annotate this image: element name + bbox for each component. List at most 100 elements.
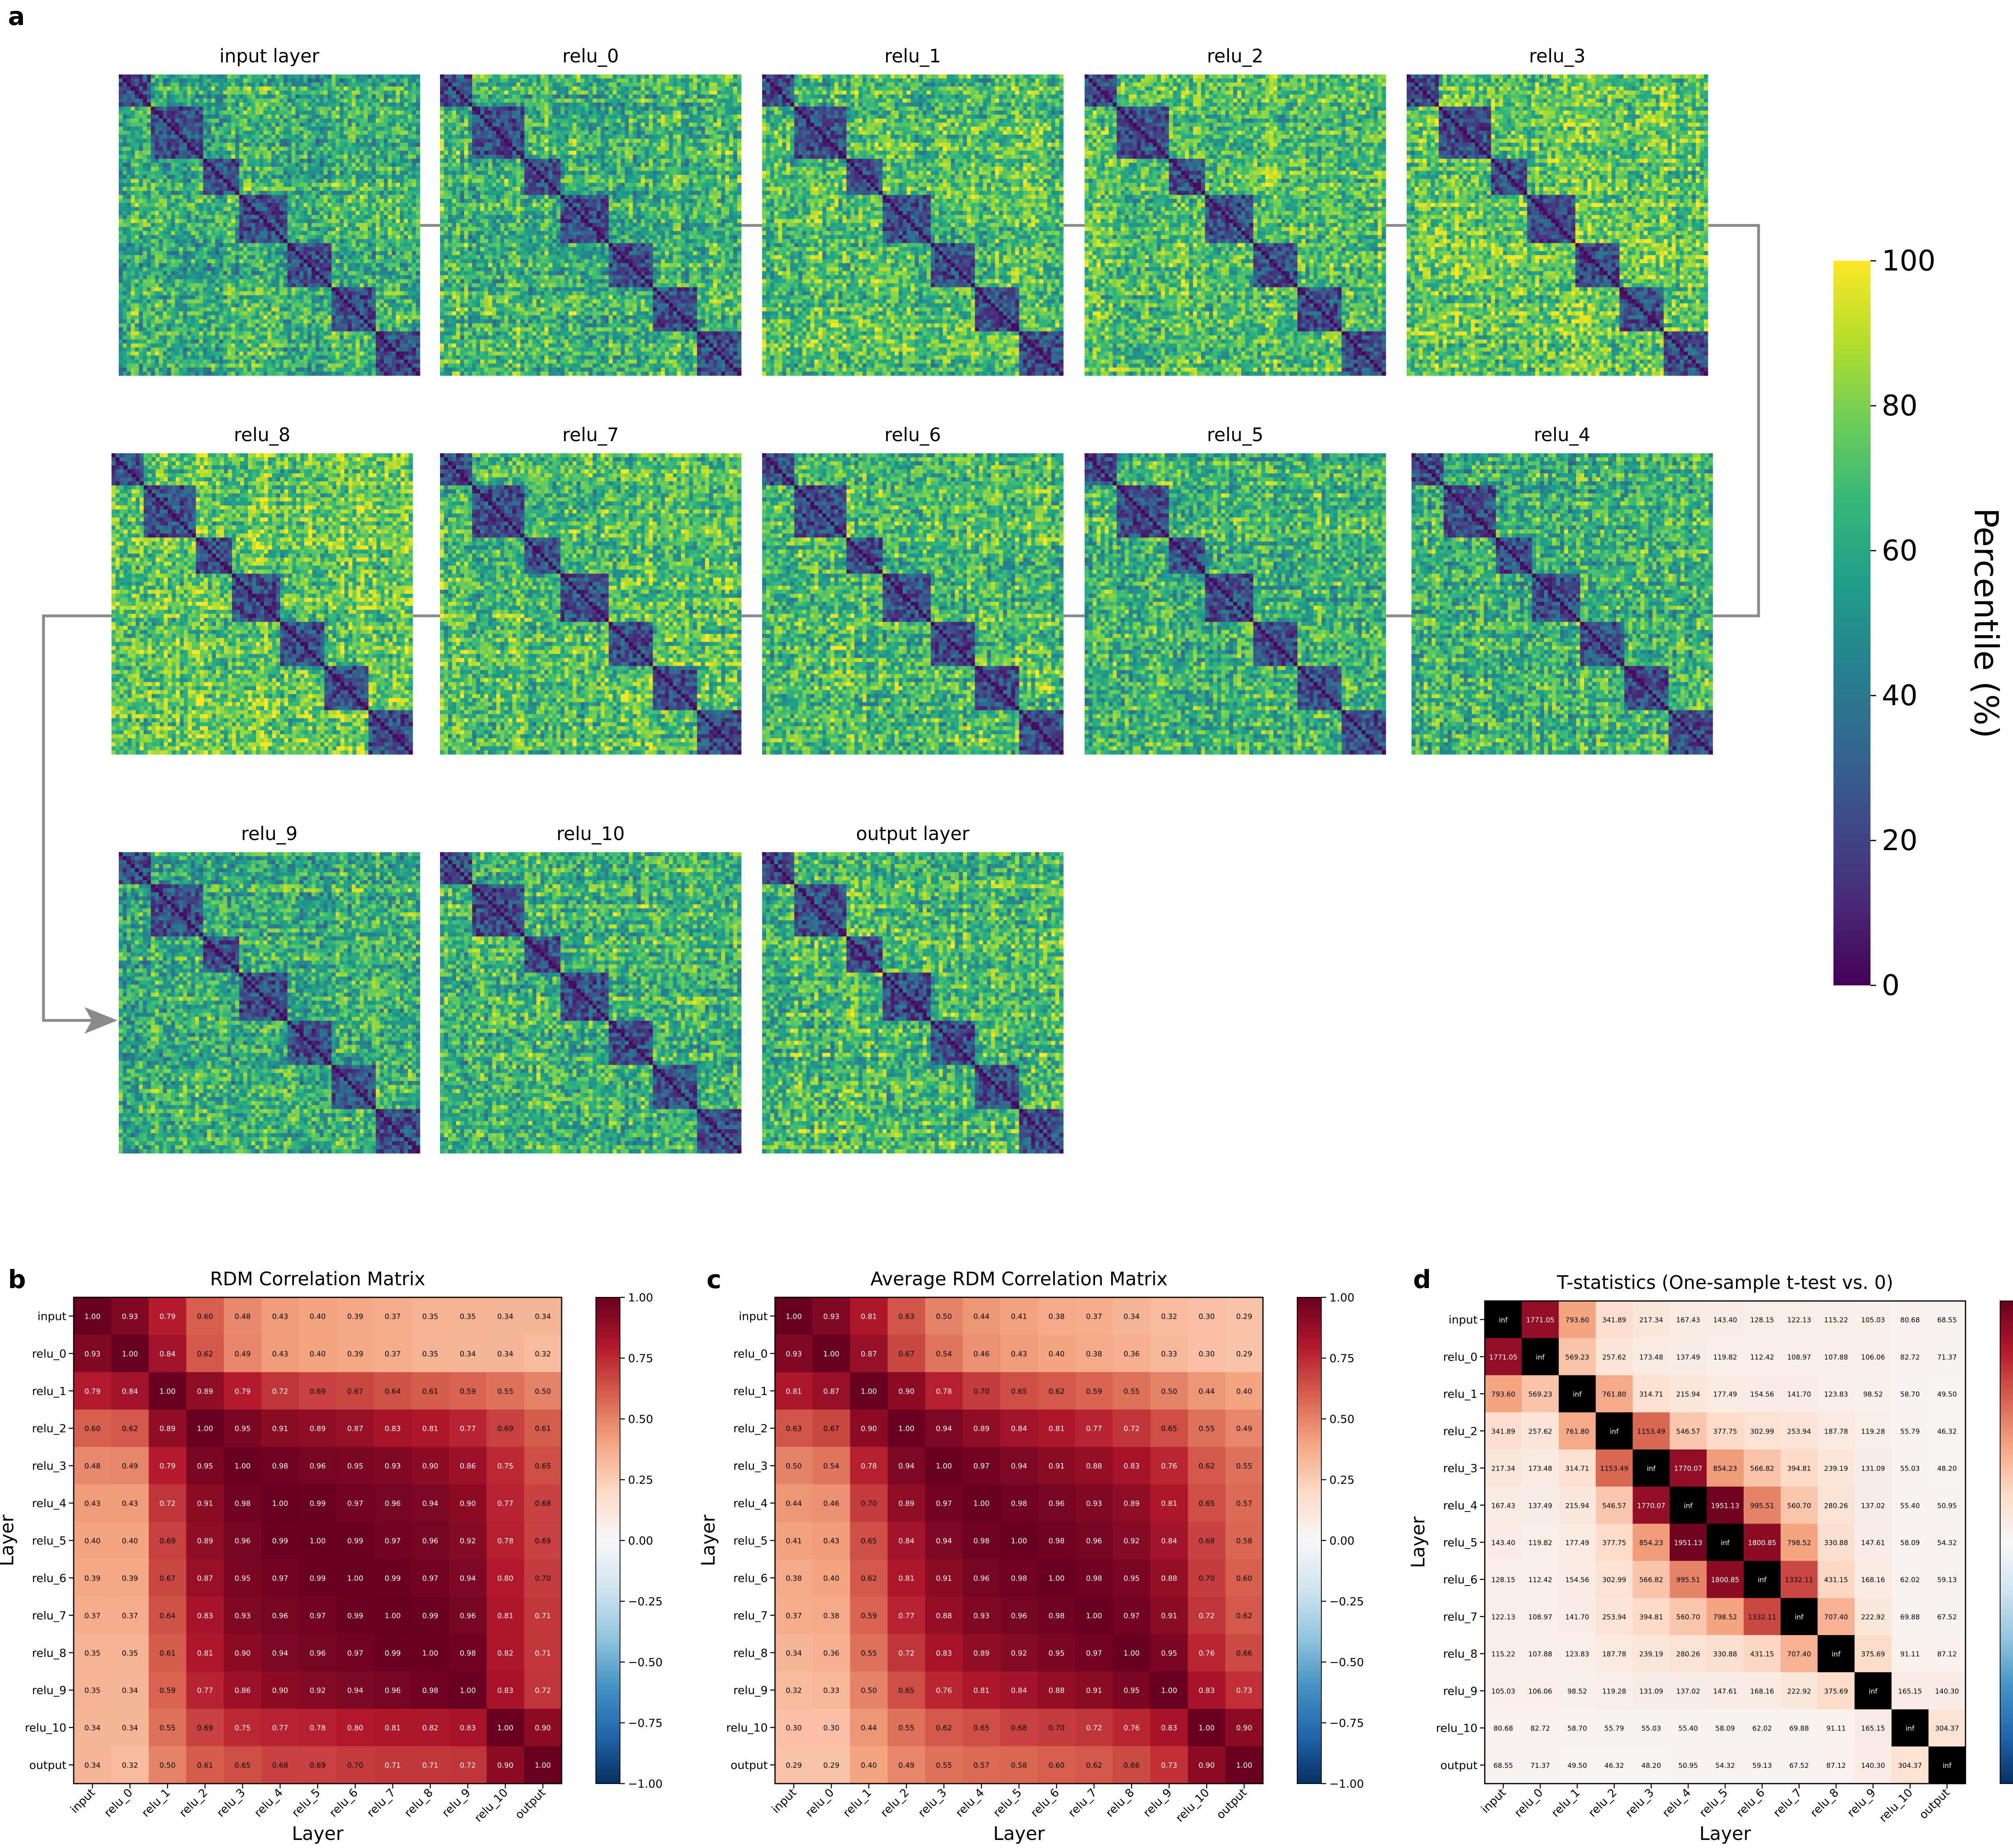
heatmap-cell bbox=[340, 115, 344, 119]
heatmap-cell bbox=[351, 78, 356, 83]
heatmap-cell bbox=[255, 131, 260, 135]
heatmap-cell bbox=[127, 115, 131, 119]
heatmap-cell bbox=[404, 83, 408, 87]
heatmap-cell bbox=[219, 115, 223, 119]
heatmap-cell bbox=[279, 143, 284, 147]
heatmap-cell bbox=[203, 95, 207, 99]
heatmap-cell bbox=[123, 123, 127, 127]
heatmap-cell bbox=[127, 83, 131, 87]
heatmap-cell bbox=[344, 127, 348, 131]
heatmap-cell bbox=[187, 107, 192, 111]
heatmap-cell bbox=[263, 147, 268, 151]
heatmap-cell bbox=[159, 139, 163, 143]
heatmap-cell bbox=[271, 83, 276, 87]
heatmap-cell bbox=[300, 119, 304, 123]
subplot-title: input layer bbox=[219, 45, 319, 67]
heatmap-cell bbox=[275, 91, 280, 95]
heatmap-cell bbox=[163, 139, 167, 143]
heatmap-cell bbox=[283, 111, 288, 115]
heatmap-cell bbox=[239, 135, 244, 139]
heatmap-cell bbox=[143, 103, 147, 107]
heatmap-cell bbox=[364, 83, 368, 87]
heatmap-cell bbox=[207, 143, 211, 147]
heatmap-cell bbox=[380, 99, 384, 103]
heatmap-cell bbox=[328, 139, 332, 143]
heatmap-cell bbox=[143, 107, 147, 111]
heatmap-cell bbox=[296, 91, 300, 95]
heatmap-cell bbox=[376, 99, 380, 103]
heatmap-cell bbox=[235, 91, 240, 95]
heatmap-cell bbox=[255, 123, 260, 127]
heatmap-cell bbox=[283, 103, 288, 107]
heatmap-cell bbox=[215, 74, 219, 79]
heatmap-cell bbox=[275, 87, 280, 91]
heatmap-cell bbox=[336, 119, 340, 123]
heatmap-cell bbox=[155, 91, 159, 95]
heatmap-cell bbox=[396, 83, 400, 87]
heatmap-cell bbox=[207, 115, 211, 119]
heatmap-cell bbox=[328, 78, 332, 83]
heatmap-cell bbox=[139, 147, 143, 151]
heatmap-cell bbox=[372, 87, 376, 91]
heatmap-cell bbox=[179, 74, 184, 79]
heatmap-cell bbox=[263, 95, 268, 99]
heatmap-cell bbox=[271, 123, 276, 127]
heatmap-cell bbox=[312, 131, 316, 135]
heatmap-cell bbox=[328, 74, 332, 79]
heatmap-cell bbox=[135, 147, 139, 151]
heatmap-cell bbox=[328, 83, 332, 87]
heatmap-cell bbox=[147, 99, 151, 103]
heatmap-cell bbox=[211, 115, 215, 119]
heatmap-cell bbox=[320, 135, 324, 139]
heatmap-cell bbox=[275, 95, 280, 99]
heatmap-cell bbox=[400, 127, 404, 131]
heatmap-cell bbox=[287, 99, 292, 103]
heatmap-cell bbox=[231, 131, 236, 135]
heatmap-cell bbox=[251, 111, 256, 115]
heatmap-cell bbox=[328, 111, 332, 115]
heatmap-cell bbox=[259, 87, 264, 91]
heatmap-cell bbox=[163, 103, 167, 107]
heatmap-cell bbox=[211, 143, 215, 147]
heatmap-cell bbox=[127, 103, 131, 107]
heatmap-cell bbox=[259, 83, 264, 87]
heatmap-cell bbox=[199, 123, 203, 127]
heatmap-cell bbox=[199, 95, 203, 99]
heatmap-cell bbox=[203, 127, 207, 131]
heatmap-cell bbox=[316, 107, 320, 111]
heatmap-cell bbox=[316, 123, 320, 127]
heatmap-cell bbox=[291, 139, 296, 143]
heatmap-cell bbox=[127, 78, 131, 83]
heatmap-cell bbox=[336, 91, 340, 95]
heatmap-cell bbox=[167, 78, 172, 83]
heatmap-cell bbox=[239, 107, 244, 111]
heatmap-cell bbox=[123, 95, 127, 99]
heatmap-cell bbox=[316, 111, 320, 115]
heatmap-cell bbox=[279, 111, 284, 115]
heatmap-cell bbox=[412, 78, 416, 83]
heatmap-cell bbox=[211, 99, 215, 103]
heatmap-cell bbox=[312, 127, 316, 131]
heatmap-cell bbox=[267, 111, 272, 115]
heatmap-cell bbox=[243, 119, 248, 123]
heatmap-cell bbox=[187, 147, 192, 151]
heatmap-cell bbox=[308, 123, 312, 127]
heatmap-cell bbox=[372, 119, 376, 123]
heatmap-cell bbox=[179, 135, 184, 139]
heatmap-cell bbox=[207, 103, 211, 107]
heatmap-cell bbox=[300, 74, 304, 79]
heatmap-cell bbox=[183, 123, 188, 127]
heatmap-cell bbox=[159, 78, 163, 83]
heatmap-cell bbox=[179, 119, 184, 123]
heatmap-cell bbox=[396, 107, 400, 111]
heatmap-cell bbox=[400, 139, 404, 143]
heatmap-cell bbox=[175, 139, 180, 143]
heatmap-cell bbox=[263, 74, 268, 79]
heatmap-cell bbox=[123, 119, 127, 123]
heatmap-cell bbox=[372, 107, 376, 111]
heatmap-cell bbox=[175, 111, 180, 115]
heatmap-cell bbox=[187, 91, 192, 95]
heatmap-cell bbox=[251, 123, 256, 127]
heatmap-cell bbox=[412, 127, 416, 131]
heatmap-cell bbox=[271, 111, 276, 115]
